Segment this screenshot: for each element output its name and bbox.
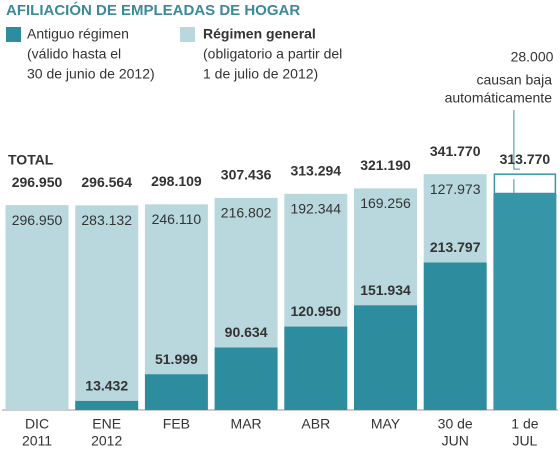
x-tick-label: 2011 <box>22 433 52 449</box>
value-label: 90.634 <box>225 324 268 340</box>
x-tick-label: MAR <box>231 416 262 432</box>
bar-segment <box>75 400 139 410</box>
value-label: 283.132 <box>81 212 132 228</box>
value-label: 246.110 <box>152 211 202 227</box>
total-label: 296.564 <box>81 174 132 190</box>
x-tick-label: 30 de <box>438 416 473 432</box>
annotation-value: 28.000 <box>511 49 554 65</box>
bar-segment <box>493 193 557 410</box>
value-label: 151.934 <box>360 282 411 298</box>
x-tick-label: JUN <box>442 433 469 449</box>
legend-note: (válido hasta el <box>27 46 121 62</box>
annotation-leader <box>513 179 520 198</box>
total-label: 341.770 <box>430 143 481 159</box>
legend-label: Régimen general <box>203 26 316 42</box>
total-label: 321.190 <box>360 157 411 173</box>
x-tick-label: MAY <box>371 416 401 432</box>
legend-label: Antiguo régimen <box>27 26 129 42</box>
bar-segment <box>284 326 348 410</box>
value-label: 296.950 <box>12 212 63 228</box>
annotation-leader <box>513 110 520 170</box>
total-label: 298.109 <box>151 173 202 189</box>
legend-note: 1 de julio de 2012) <box>203 66 318 82</box>
total-header: TOTAL <box>8 152 54 168</box>
bar-segment <box>214 197 278 348</box>
x-tick-label: ENE <box>92 416 121 432</box>
total-label: 313.770 <box>500 151 551 167</box>
chart-title: AFILIACIÓN DE EMPLEADAS DE HOGAR <box>6 1 300 19</box>
bar-segment <box>423 174 487 263</box>
total-label: 313.294 <box>290 163 341 179</box>
value-label: 51.999 <box>155 351 198 367</box>
bar-segment <box>75 205 139 401</box>
value-label: 192.344 <box>290 201 341 217</box>
bar-segment <box>354 305 417 410</box>
total-label: 296.950 <box>12 174 63 190</box>
legend-swatch <box>180 27 195 42</box>
x-tick-label: FEB <box>163 416 190 432</box>
x-tick-label: JUL <box>512 433 537 449</box>
x-tick-label: 1 de <box>511 416 538 432</box>
value-label: 13.432 <box>85 377 128 393</box>
value-label: 120.950 <box>290 303 341 319</box>
legend-swatch <box>6 27 21 42</box>
bar-segment <box>214 347 278 410</box>
value-label: 169.256 <box>360 195 411 211</box>
value-label: 213.797 <box>430 239 481 255</box>
legend-note: 30 de junio de 2012) <box>27 66 155 82</box>
total-label: 307.436 <box>221 167 272 183</box>
bar-segment <box>5 205 69 410</box>
bar-segment <box>423 262 487 410</box>
bar-segment <box>144 374 208 410</box>
x-tick-label: ABR <box>301 416 330 432</box>
bar-segment <box>144 204 208 375</box>
annotation-text: automáticamente <box>445 90 553 106</box>
bar-segment <box>354 188 417 306</box>
value-label: 127.973 <box>430 181 481 197</box>
annotation-text: causan baja <box>476 72 552 88</box>
legend-note: (obligatorio a partir del <box>203 46 342 62</box>
x-tick-label: DIC <box>25 416 49 432</box>
drop-box <box>493 173 557 195</box>
x-tick-label: 2012 <box>91 433 122 449</box>
value-label: 216.802 <box>221 205 272 221</box>
bar-segment <box>284 193 348 327</box>
